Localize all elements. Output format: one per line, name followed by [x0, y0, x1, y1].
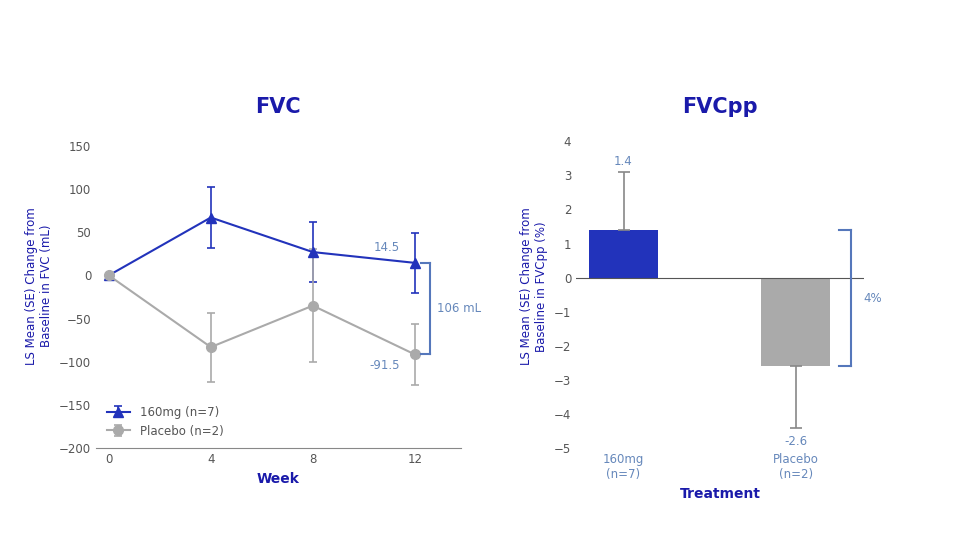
Y-axis label: LS Mean (SE) Change from
Baseline in FVC (mL): LS Mean (SE) Change from Baseline in FVC… [26, 207, 54, 365]
X-axis label: Week: Week [257, 471, 300, 485]
Title: FVCpp: FVCpp [683, 97, 757, 117]
Text: 4%: 4% [863, 292, 881, 305]
Text: 106 mL: 106 mL [437, 302, 481, 315]
Bar [761, 278, 830, 366]
Legend: 160mg (n=7), Placebo (n=2): 160mg (n=7), Placebo (n=2) [102, 401, 228, 442]
Title: FVC: FVC [255, 97, 301, 117]
Text: -2.6: -2.6 [784, 435, 807, 448]
Text: -91.5: -91.5 [369, 359, 399, 372]
Bar [589, 230, 658, 278]
Text: 1.4: 1.4 [614, 155, 633, 168]
Y-axis label: LS Mean (SE) Change from
Baseline in FVCpp (%): LS Mean (SE) Change from Baseline in FVC… [520, 207, 548, 365]
X-axis label: Treatment: Treatment [680, 487, 760, 501]
Text: 14.5: 14.5 [373, 241, 399, 254]
